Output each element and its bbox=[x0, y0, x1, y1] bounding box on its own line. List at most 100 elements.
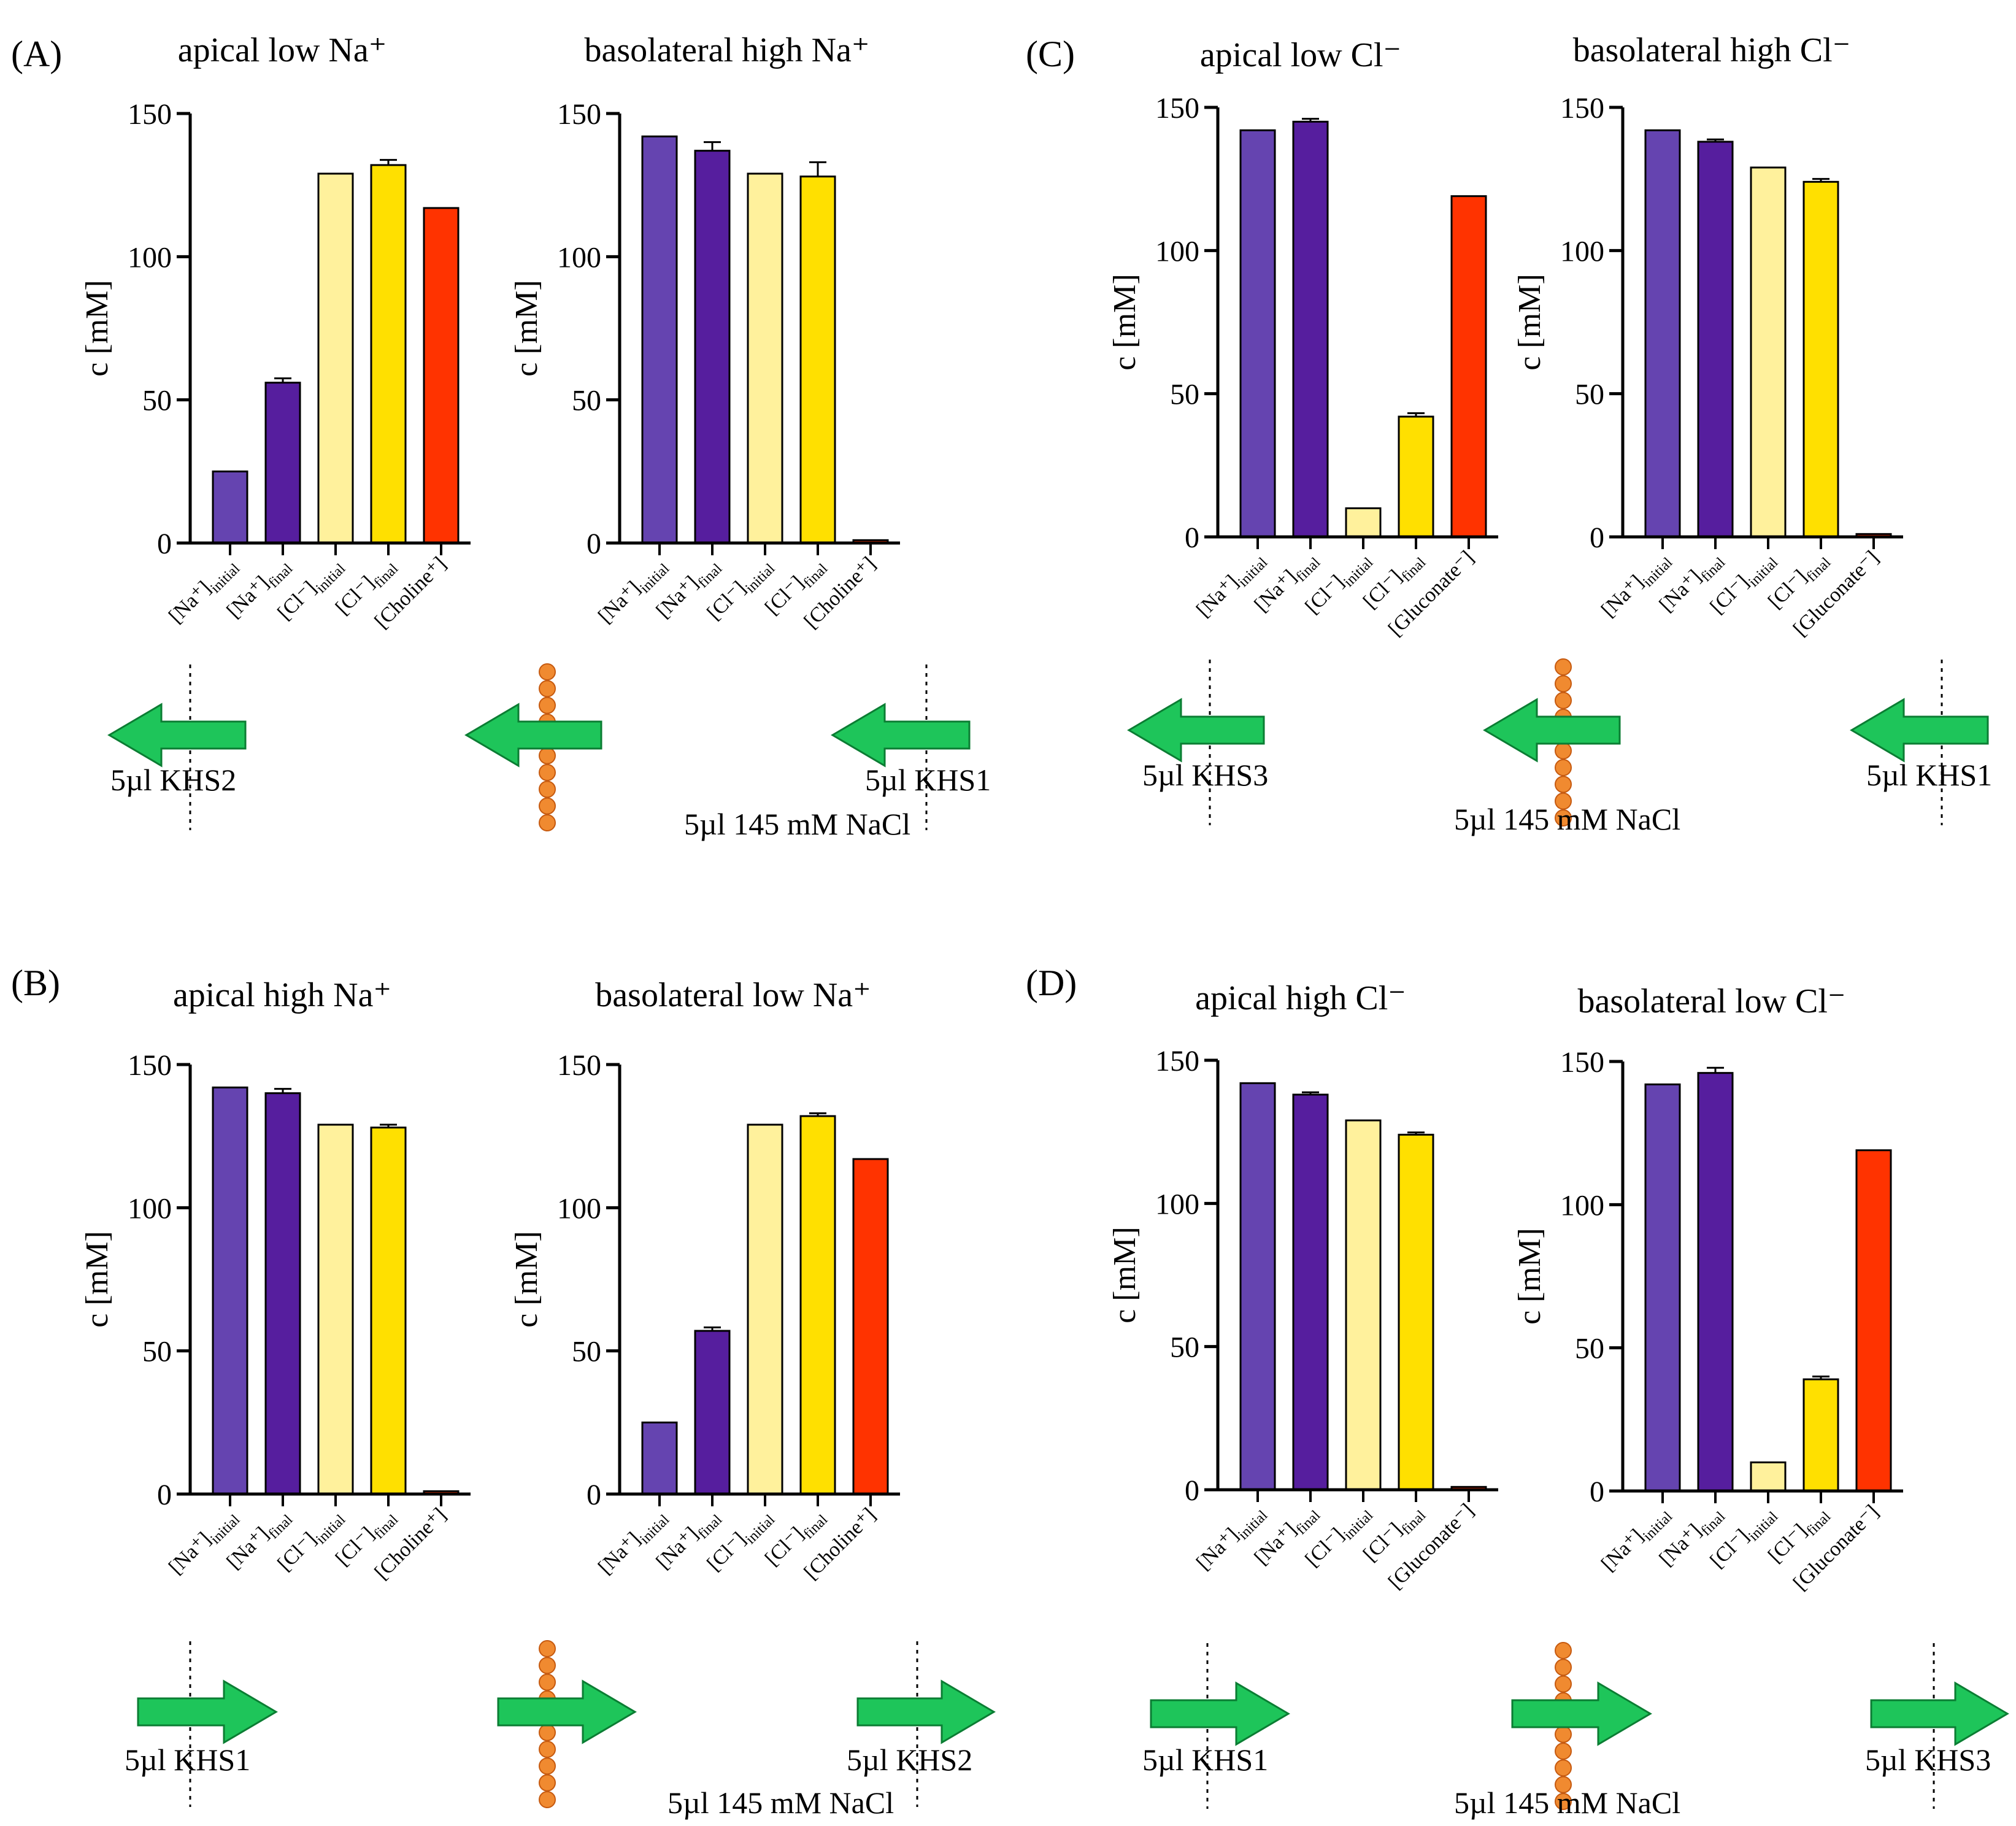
flow-arrow bbox=[1483, 698, 1621, 763]
flow-arrow bbox=[464, 703, 602, 768]
y-tick-label: 0 bbox=[1590, 522, 1604, 554]
flow-arrow bbox=[107, 703, 247, 768]
x-tick-label: [Na⁺]initial bbox=[594, 1503, 672, 1582]
x-tick-label-base: [Gluconate⁻] bbox=[1789, 546, 1883, 641]
channel-bead bbox=[1555, 792, 1572, 810]
bar bbox=[1802, 1378, 1839, 1492]
bar bbox=[1292, 1093, 1329, 1491]
y-tick-label: 100 bbox=[1155, 235, 1199, 268]
y-tick-label: 100 bbox=[1560, 1189, 1604, 1222]
bar bbox=[852, 1158, 889, 1495]
y-tick-label: 150 bbox=[1155, 92, 1199, 125]
x-tick-label-base: [Gluconate⁻] bbox=[1384, 1499, 1479, 1593]
y-tick-label: 0 bbox=[157, 528, 172, 560]
y-tick-label: 0 bbox=[157, 1479, 172, 1511]
channel-bead bbox=[539, 780, 556, 798]
y-tick-label: 100 bbox=[128, 1192, 172, 1225]
flow-arrow bbox=[1870, 1681, 2009, 1746]
bar bbox=[747, 172, 783, 544]
diagram-(C): 5µl KHS3 5µl 145 mM NaCl 5µl KHS1 bbox=[1127, 658, 1992, 836]
y-tick-label: 50 bbox=[142, 385, 172, 417]
bar bbox=[317, 172, 354, 544]
x-tick-label-base: [Choline⁺] bbox=[371, 552, 451, 633]
flow-arrow bbox=[137, 1679, 278, 1744]
flow-arrow bbox=[1850, 698, 1989, 763]
chart-1: basolateral high Na⁺ c [mM] 0 50 100 150 [Na⁺]… bbox=[509, 31, 900, 633]
panel-label-b: (B) bbox=[11, 963, 60, 1003]
chart-title: apical low Na⁺ bbox=[178, 31, 387, 69]
x-tick-label-base: [Gluconate⁻] bbox=[1384, 546, 1479, 641]
bar bbox=[641, 1421, 678, 1495]
panel-label-c: (C) bbox=[1026, 34, 1075, 74]
channel-bead bbox=[539, 1741, 556, 1758]
channel-bead bbox=[1555, 691, 1572, 709]
y-tick-label: 0 bbox=[587, 1479, 601, 1511]
diagram-(A): 5µl KHS2 5µl 145 mM NaCl 5µl KHS1 bbox=[107, 663, 991, 841]
flow-arrow bbox=[856, 1679, 996, 1744]
chart-title: basolateral low Na⁺ bbox=[595, 976, 871, 1014]
bar bbox=[264, 1092, 301, 1495]
y-axis-label: c [mM] bbox=[509, 1231, 544, 1327]
bar bbox=[1644, 1083, 1681, 1492]
chart-title: apical high Na⁺ bbox=[173, 976, 391, 1014]
y-tick-label: 100 bbox=[1560, 235, 1604, 268]
y-axis-label: c [mM] bbox=[80, 1231, 115, 1327]
y-axis-label: c [mM] bbox=[1512, 274, 1547, 370]
x-tick-label: [Gluconate⁻] bbox=[1384, 546, 1479, 641]
x-tick-label: [Na⁺]initial bbox=[594, 552, 672, 631]
y-tick-label: 50 bbox=[572, 1336, 601, 1368]
y-tick-label: 150 bbox=[1560, 1046, 1604, 1079]
channel-bead bbox=[1555, 776, 1572, 793]
bar bbox=[1750, 1461, 1787, 1492]
bar bbox=[370, 1127, 407, 1495]
y-axis-label: c [mM] bbox=[1107, 1227, 1142, 1323]
chart-title: basolateral high Na⁺ bbox=[585, 31, 870, 69]
y-axis-label: c [mM] bbox=[1512, 1228, 1547, 1324]
channel-bead bbox=[1555, 675, 1572, 693]
x-tick-label: [Na⁺]initial bbox=[164, 552, 243, 631]
y-tick-label: 100 bbox=[1155, 1188, 1199, 1220]
bar bbox=[1697, 141, 1734, 538]
channel-bead bbox=[539, 764, 556, 781]
channel-bead bbox=[539, 747, 556, 765]
channel-bead bbox=[1555, 1759, 1572, 1777]
x-tick-label: [Na⁺]initial bbox=[1597, 1500, 1676, 1579]
left-solution-label: 5µl KHS1 bbox=[1142, 1743, 1268, 1777]
y-tick-label: 100 bbox=[557, 1192, 601, 1225]
channel-bead bbox=[539, 1640, 556, 1657]
bar bbox=[1644, 129, 1681, 538]
x-tick-label: [Choline⁺] bbox=[371, 1503, 451, 1584]
channel-bead bbox=[1555, 759, 1572, 776]
bar bbox=[1398, 415, 1434, 538]
chart-title: apical high Cl⁻ bbox=[1195, 979, 1406, 1017]
center-solution-label: 5µl 145 mM NaCl bbox=[1454, 1786, 1680, 1820]
channel-bead bbox=[539, 1657, 556, 1674]
x-tick-label: [Choline⁺] bbox=[371, 552, 451, 633]
x-tick-label: [Na⁺]initial bbox=[1192, 546, 1271, 625]
channel-bead bbox=[1555, 1776, 1572, 1793]
channel-bead bbox=[539, 797, 556, 815]
bar bbox=[1292, 120, 1329, 538]
bar bbox=[212, 470, 248, 544]
channel-bead bbox=[539, 663, 556, 680]
panel-label-a: (A) bbox=[11, 34, 62, 74]
bar bbox=[423, 207, 460, 544]
flow-arrow bbox=[1127, 698, 1265, 763]
flow-arrow bbox=[1511, 1681, 1652, 1746]
channel-bead bbox=[539, 1757, 556, 1775]
bar bbox=[1697, 1072, 1734, 1492]
bar bbox=[1750, 166, 1787, 538]
center-solution-label: 5µl 145 mM NaCl bbox=[668, 1786, 894, 1820]
x-tick-label-base: [Choline⁺] bbox=[800, 552, 880, 633]
channel-bead bbox=[539, 696, 556, 714]
x-tick-label-base: [Gluconate⁻] bbox=[1789, 1500, 1883, 1595]
x-tick-label: [Na⁺]initial bbox=[1597, 546, 1676, 625]
channel-bead bbox=[539, 1791, 556, 1808]
y-axis-label: c [mM] bbox=[1107, 274, 1142, 370]
left-solution-label: 5µl KHS1 bbox=[125, 1743, 250, 1777]
y-tick-label: 0 bbox=[1590, 1476, 1604, 1508]
x-tick-label: [Gluconate⁻] bbox=[1789, 546, 1883, 641]
bar bbox=[1345, 507, 1382, 538]
channel-bead bbox=[539, 1774, 556, 1792]
y-tick-label: 150 bbox=[128, 98, 172, 131]
